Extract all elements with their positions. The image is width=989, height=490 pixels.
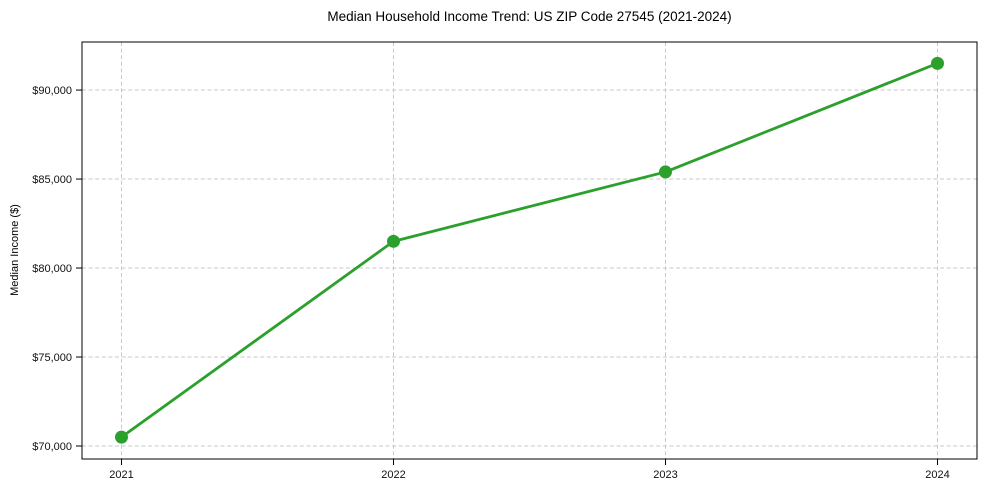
trend-line [120, 61, 939, 439]
chart-title: Median Household Income Trend: US ZIP Co… [327, 9, 732, 24]
data-point [931, 56, 944, 70]
y-tick-label: $70,000 [32, 441, 72, 453]
x-tick-label: 2023 [653, 469, 677, 481]
y-tick-label: $75,000 [32, 352, 72, 364]
x-tick-label: 2022 [381, 469, 405, 481]
x-tick-label: 2024 [925, 469, 949, 481]
data-point [659, 165, 672, 179]
data-point [115, 430, 128, 444]
y-tick-label: $90,000 [32, 85, 72, 97]
plot-border [81, 41, 978, 460]
x-tick-label: 2021 [109, 469, 133, 481]
y-tick-label: $85,000 [32, 174, 72, 186]
data-point [387, 234, 400, 248]
y-tick-label: $80,000 [32, 263, 72, 275]
